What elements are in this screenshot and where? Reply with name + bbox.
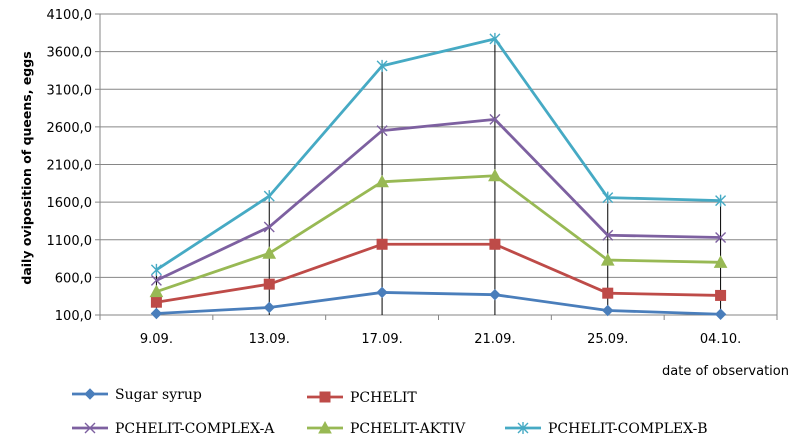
y-tick-label: 4100,0 [47,8,93,23]
data-point [602,304,614,317]
data-point [263,301,275,314]
data-point [715,231,727,243]
x-axis-ticks: 9.09. 13.09. 17.09. 21.09. 25.09. 04.10. [140,332,741,347]
data-point [602,191,614,204]
data-point [376,59,388,72]
x-tick-label: 21.09. [474,332,515,347]
series-line [155,117,721,282]
x-tick-label: 25.09. [587,332,628,347]
data-point [149,284,164,298]
legend-marker [318,420,332,434]
legend-label: PCHELIT [350,390,417,406]
legend-entry: PCHELIT-COMPLEX-A [72,421,275,437]
data-point [489,113,501,125]
x-tick-label: 9.09. [140,332,173,347]
data-point [376,125,388,137]
y-tick-label: 1600,0 [47,196,93,211]
data-point [150,296,162,308]
y-tick-label: 100,0 [55,309,92,324]
series-4 [150,32,727,276]
series-0 [150,286,727,320]
legend-label: Sugar syrup [115,387,202,403]
legend-entry: PCHELIT-AKTIV [307,420,466,437]
data-point [602,287,614,299]
y-tick-label: 2600,0 [47,121,93,136]
data-point [489,238,501,250]
x-tick-label: 13.09. [249,332,290,347]
x-tick-label: 17.09. [361,332,402,347]
series-line [155,174,721,293]
legend-label: PCHELIT-COMPLEX-B [548,421,708,437]
y-axis-label: daily oviposition of queens, eggs [19,51,34,284]
legend-marker [517,422,529,434]
legend: Sugar syrup PCHELIT PCHELIT-COMPLEX-A PCHEL… [72,387,708,437]
series-line [155,37,721,272]
data-point [376,238,388,250]
series-3 [149,168,728,298]
data-point [489,288,501,301]
data-point [489,32,501,45]
y-tick-label: 3100,0 [47,83,93,98]
data-point [376,286,388,299]
x-tick-label: 04.10. [700,332,741,347]
legend-entry: PCHELIT [307,390,417,406]
y-axis-ticks: 100,0 600,0 1100,0 1600,0 2100,0 2600,0 3100,0… [47,8,93,324]
legend-marker [84,422,96,434]
data-point [602,229,614,241]
data-point [713,255,728,268]
data-point [600,253,615,266]
data-point [150,274,162,286]
series-1 [150,238,727,308]
legend-label: PCHELIT-COMPLEX-A [115,421,275,437]
series-2 [150,113,727,286]
legend-marker [84,388,96,400]
y-tick-label: 2100,0 [47,159,93,174]
series-group [149,32,728,320]
data-point [150,307,163,320]
x-axis-label: date of observation [662,364,789,379]
data-point [714,308,727,320]
grid [95,13,778,320]
data-point [150,263,162,276]
series-line [156,242,721,304]
y-tick-label: 1100,0 [47,234,93,249]
data-point [715,289,727,301]
y-tick-label: 600,0 [55,271,92,286]
data-point [488,168,502,182]
legend-entry: PCHELIT-COMPLEX-B [505,421,708,437]
legend-label: PCHELIT-AKTIV [350,421,466,437]
y-tick-label: 3600,0 [47,46,93,61]
data-point [375,174,389,188]
data-point [263,278,275,290]
data-point [263,221,275,233]
data-point [263,190,275,203]
data-point [262,246,277,259]
legend-entry: Sugar syrup [72,387,202,403]
data-point [715,194,727,207]
series-line [156,291,721,316]
legend-marker [319,391,331,403]
drop-lines [155,38,722,315]
